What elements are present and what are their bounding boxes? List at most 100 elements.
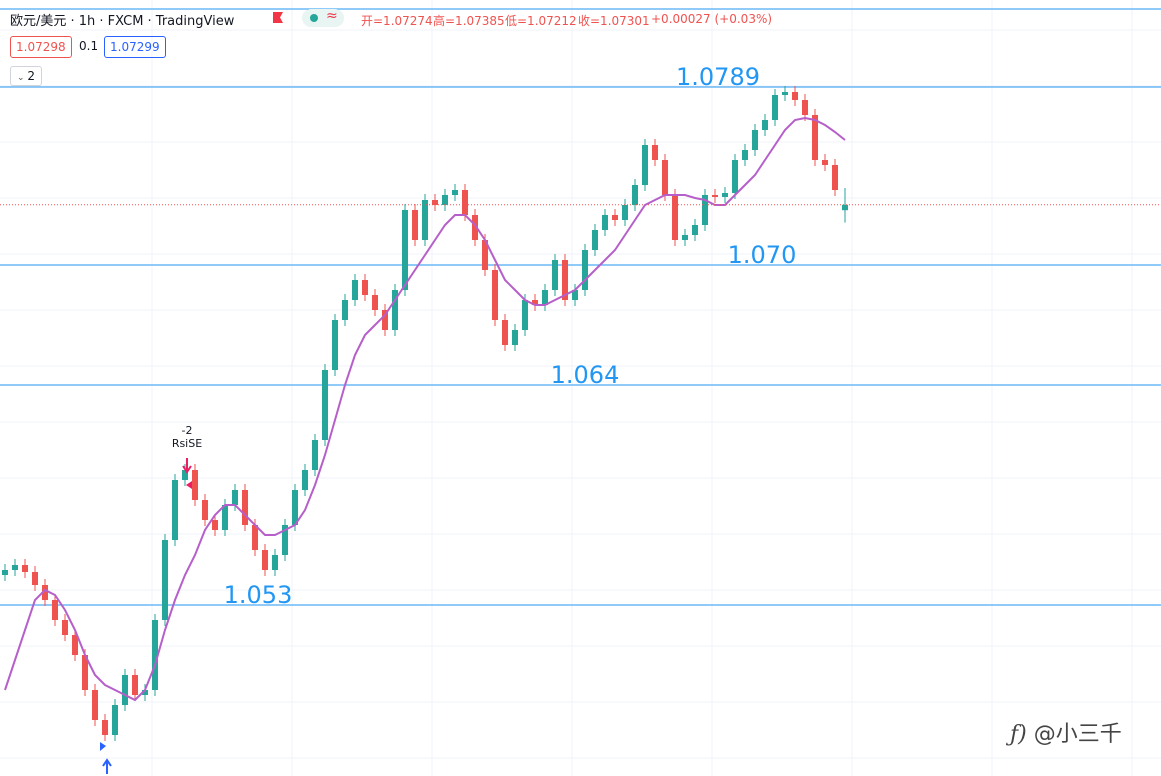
sell-arrow xyxy=(182,458,192,474)
candle-body xyxy=(562,260,568,300)
candle-body xyxy=(102,720,108,735)
candle-body xyxy=(52,600,58,620)
candle-body xyxy=(652,145,658,160)
candle-body xyxy=(42,585,48,600)
level-label: 1.064 xyxy=(551,361,620,389)
candle-body xyxy=(202,500,208,520)
candle-body xyxy=(212,520,218,530)
buy-price[interactable]: 1.07299 xyxy=(104,36,166,58)
candle-body xyxy=(122,675,128,705)
signal-label: RsiSE xyxy=(172,437,202,450)
candle-body xyxy=(532,300,538,305)
candle-body xyxy=(82,655,88,690)
sell-marker xyxy=(186,481,192,489)
moving-average xyxy=(4,116,846,702)
candle-body xyxy=(72,635,78,655)
candle-body xyxy=(272,555,278,570)
ohlc-low: 低=1.07212 xyxy=(505,14,577,28)
candle-body xyxy=(22,565,28,572)
candle-body xyxy=(362,280,368,295)
candle-body xyxy=(382,310,388,330)
level-label: 1.053 xyxy=(224,581,293,609)
collapse-button[interactable]: ⌄ 2 xyxy=(10,66,42,86)
candle-body xyxy=(462,190,468,215)
candle-body xyxy=(582,250,588,290)
candle-body xyxy=(302,470,308,490)
candle-body xyxy=(632,185,638,205)
candle-body xyxy=(192,470,198,500)
candle-body xyxy=(542,290,548,305)
candle-body xyxy=(682,235,688,240)
candle-body xyxy=(182,470,188,480)
candle-body xyxy=(112,705,118,735)
candle-body xyxy=(762,120,768,130)
status-dot xyxy=(310,14,318,22)
level-label: 1.070 xyxy=(728,241,797,269)
candle-body xyxy=(252,525,258,550)
candle-body xyxy=(732,160,738,193)
candle-body xyxy=(552,260,558,290)
candle-body xyxy=(662,160,668,195)
status-wave: ≈ xyxy=(326,8,338,24)
candle-body xyxy=(222,505,228,530)
spread: 0.1 xyxy=(79,39,99,53)
candle-body xyxy=(2,570,8,575)
candle-body xyxy=(232,490,238,505)
candle-body xyxy=(502,320,508,345)
candle-body xyxy=(672,195,678,240)
candle-body xyxy=(612,215,618,220)
candle-body xyxy=(822,160,828,165)
candle-body xyxy=(842,204,848,211)
level-label: 1.0789 xyxy=(676,63,760,91)
watermark-text: @小三千 xyxy=(1033,722,1122,747)
candle-body xyxy=(442,195,448,205)
candle-body xyxy=(492,270,498,320)
candle-body xyxy=(792,92,798,100)
candle-body xyxy=(62,620,68,635)
candle-body xyxy=(622,205,628,220)
candle-body xyxy=(152,620,158,690)
candle-body xyxy=(472,215,478,240)
candle-body xyxy=(162,540,168,620)
candle-body xyxy=(782,92,788,95)
candle-body xyxy=(802,100,808,115)
candle-body xyxy=(392,290,398,330)
candle-body xyxy=(352,280,358,300)
candle-body xyxy=(282,525,288,555)
ohlc-open: 开=1.07274 xyxy=(361,14,433,28)
candle-body xyxy=(642,145,648,185)
buy-arrow xyxy=(102,758,112,774)
candle-body xyxy=(742,150,748,160)
candle-body xyxy=(602,215,608,230)
candle-body xyxy=(772,95,778,120)
flag-icon[interactable] xyxy=(273,12,283,23)
candle-body xyxy=(412,210,418,240)
candle-body xyxy=(312,440,318,470)
pane-count: 2 xyxy=(27,69,36,83)
candle-body xyxy=(142,690,148,695)
candle-body xyxy=(692,225,698,235)
candle-body xyxy=(172,480,178,540)
ohlc-change: +0.00027 (+0.03%) xyxy=(651,12,773,26)
signal-count: -2 xyxy=(182,424,193,437)
candle-body xyxy=(722,193,728,197)
candle-body xyxy=(92,690,98,720)
candle-body xyxy=(572,290,578,300)
candle-body xyxy=(242,490,248,525)
ohlc-high: 高=1.07385 xyxy=(433,14,505,28)
buy-marker xyxy=(100,742,106,751)
candle-body xyxy=(402,210,408,290)
candle-body xyxy=(332,320,338,370)
symbol-title: 欧元/美元 · 1h · FXCM · TradingView xyxy=(10,14,235,29)
candle-body xyxy=(32,572,38,585)
sell-price[interactable]: 1.07298 xyxy=(10,36,72,58)
ohlc-close: 收=1.07301 xyxy=(578,14,650,28)
candle-body xyxy=(522,300,528,330)
candle-body xyxy=(432,200,438,205)
candle-body xyxy=(262,550,268,570)
candle-body xyxy=(702,195,708,225)
status-pill[interactable]: ≈ xyxy=(302,8,344,27)
